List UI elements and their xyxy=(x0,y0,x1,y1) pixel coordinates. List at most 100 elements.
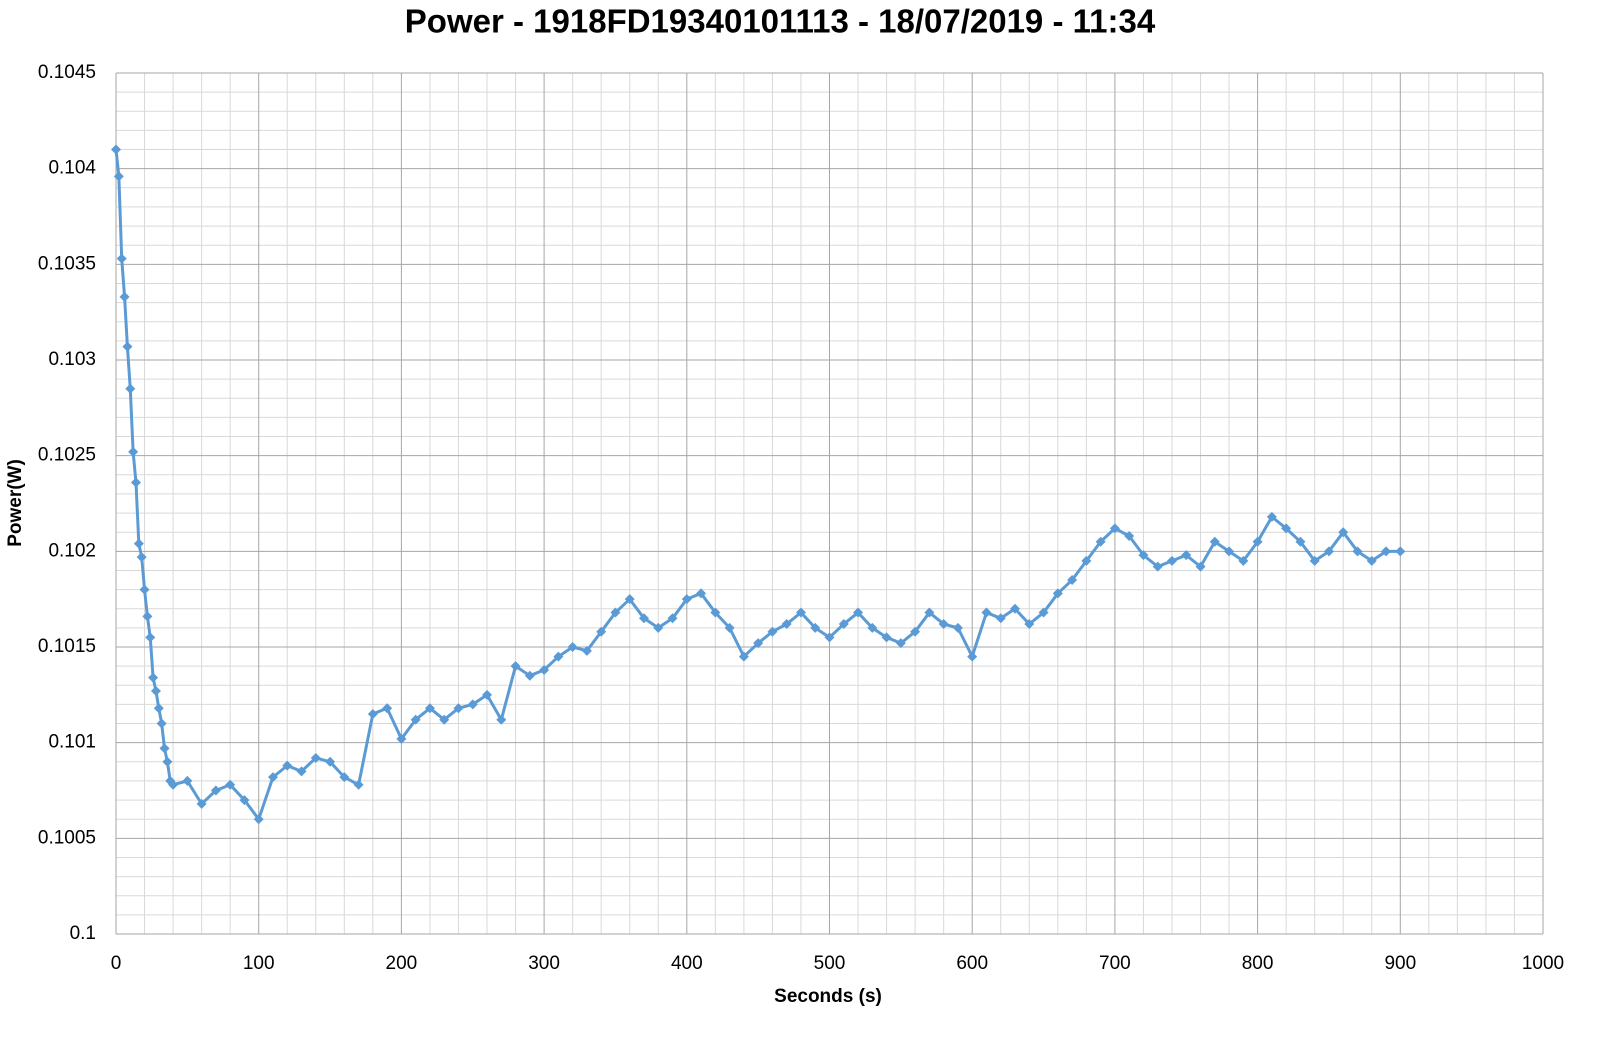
data-point xyxy=(113,171,124,182)
y-tick-label: 0.102 xyxy=(48,540,96,561)
data-point xyxy=(367,708,378,719)
data-point xyxy=(156,718,167,729)
data-point xyxy=(1352,546,1363,557)
data-point xyxy=(581,645,592,656)
y-tick-label: 0.103 xyxy=(48,349,96,370)
data-point xyxy=(162,756,173,767)
data-point xyxy=(1209,536,1220,547)
data-point xyxy=(168,779,179,790)
data-point xyxy=(225,779,236,790)
data-point xyxy=(795,607,806,618)
data-point xyxy=(496,714,507,725)
data-point xyxy=(767,626,778,637)
data-point xyxy=(424,703,435,714)
x-tick-label: 900 xyxy=(1384,953,1416,974)
data-point xyxy=(981,607,992,618)
data-point xyxy=(139,584,150,595)
data-point xyxy=(924,607,935,618)
data-point xyxy=(150,686,161,697)
data-point xyxy=(153,703,164,714)
data-point xyxy=(116,253,127,264)
y-tick-label: 0.1015 xyxy=(38,636,96,657)
data-point xyxy=(952,622,963,633)
data-point xyxy=(596,626,607,637)
x-tick-label: 700 xyxy=(1099,953,1131,974)
data-point xyxy=(467,699,478,710)
data-point xyxy=(1152,561,1163,572)
y-tick-label: 0.1045 xyxy=(38,62,96,83)
data-point xyxy=(510,661,521,672)
data-point xyxy=(1010,603,1021,614)
data-point xyxy=(1067,575,1078,586)
data-point xyxy=(148,672,159,683)
data-point xyxy=(253,814,264,825)
y-tick-label: 0.1005 xyxy=(38,827,96,848)
data-point xyxy=(282,760,293,771)
data-point xyxy=(325,756,336,767)
data-point xyxy=(1181,550,1192,561)
data-point xyxy=(1224,546,1235,557)
data-point xyxy=(145,632,156,643)
x-tick-label: 200 xyxy=(386,953,418,974)
data-point xyxy=(130,477,141,488)
data-point xyxy=(696,588,707,599)
data-point xyxy=(624,594,635,605)
data-point xyxy=(133,538,144,549)
x-tick-label: 400 xyxy=(671,953,703,974)
grid xyxy=(115,72,1544,935)
chart-title: Power - 1918FD19340101113 - 18/07/2019 -… xyxy=(405,3,1156,40)
data-point xyxy=(995,613,1006,624)
data-point xyxy=(810,622,821,633)
data-point xyxy=(439,714,450,725)
x-tick-label: 500 xyxy=(814,953,846,974)
data-point xyxy=(867,622,878,633)
data-point xyxy=(1124,531,1135,542)
data-point xyxy=(881,632,892,643)
data-point xyxy=(638,613,649,624)
data-point xyxy=(119,291,130,302)
data-point xyxy=(122,341,133,352)
data-point xyxy=(910,626,921,637)
x-tick-label: 100 xyxy=(243,953,275,974)
data-point xyxy=(136,552,147,563)
data-point xyxy=(853,607,864,618)
data-point xyxy=(610,607,621,618)
data-point xyxy=(838,619,849,630)
data-point xyxy=(142,611,153,622)
data-point xyxy=(482,689,493,700)
data-point xyxy=(182,775,193,786)
data-point xyxy=(567,642,578,652)
y-axis-label: Power(W) xyxy=(5,459,26,547)
y-tick-label: 0.1 xyxy=(70,923,96,944)
data-point xyxy=(1252,536,1263,547)
data-point xyxy=(1038,607,1049,618)
data-point xyxy=(111,144,121,155)
data-point xyxy=(1366,555,1377,566)
x-tick-label: 600 xyxy=(956,953,988,974)
data-point xyxy=(267,772,278,783)
y-tick-label: 0.104 xyxy=(48,158,96,179)
data-point xyxy=(738,651,749,662)
data-point xyxy=(453,703,464,714)
data-point xyxy=(681,594,692,605)
data-point xyxy=(1052,588,1063,599)
data-point xyxy=(1109,523,1120,534)
data-point xyxy=(1295,536,1306,547)
x-tick-label: 300 xyxy=(528,953,560,974)
data-point xyxy=(724,622,735,633)
y-tick-label: 0.1025 xyxy=(38,445,96,466)
data-point xyxy=(1238,555,1249,566)
data-point xyxy=(396,733,407,744)
data-point xyxy=(1309,555,1320,566)
data-point xyxy=(824,632,835,643)
data-point xyxy=(710,607,721,618)
data-point xyxy=(1081,555,1092,566)
series-line xyxy=(114,149,1401,821)
data-point xyxy=(339,772,350,783)
data-point xyxy=(1338,527,1349,538)
data-point xyxy=(1166,555,1177,566)
data-point xyxy=(653,622,664,633)
data-point xyxy=(210,785,221,796)
data-point xyxy=(1281,523,1292,534)
